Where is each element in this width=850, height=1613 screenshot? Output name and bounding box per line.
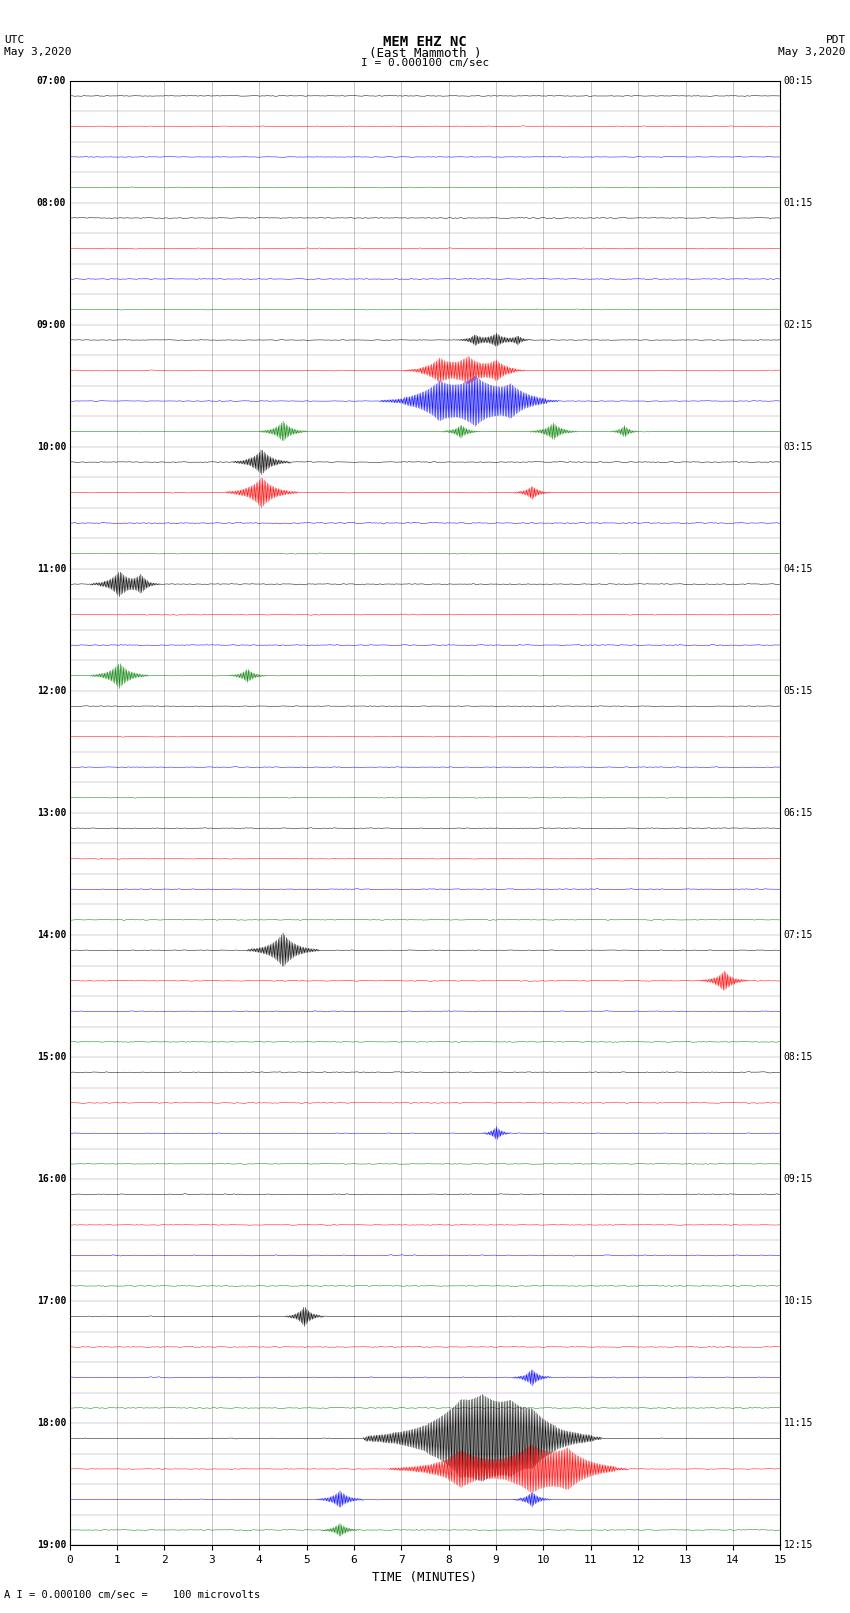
Text: 11:00: 11:00 <box>37 565 66 574</box>
Text: 12:15: 12:15 <box>784 1540 813 1550</box>
Text: 08:00: 08:00 <box>37 198 66 208</box>
Text: 10:15: 10:15 <box>784 1297 813 1307</box>
X-axis label: TIME (MINUTES): TIME (MINUTES) <box>372 1571 478 1584</box>
Text: 05:15: 05:15 <box>784 686 813 695</box>
Text: (East Mammoth ): (East Mammoth ) <box>369 47 481 60</box>
Text: 17:00: 17:00 <box>37 1297 66 1307</box>
Text: 08:15: 08:15 <box>784 1052 813 1061</box>
Text: A I = 0.000100 cm/sec =    100 microvolts: A I = 0.000100 cm/sec = 100 microvolts <box>4 1590 260 1600</box>
Text: 07:00: 07:00 <box>37 76 66 85</box>
Text: 15:00: 15:00 <box>37 1052 66 1061</box>
Text: 11:15: 11:15 <box>784 1418 813 1428</box>
Text: UTC: UTC <box>4 35 25 45</box>
Text: 02:15: 02:15 <box>784 319 813 329</box>
Text: 01:15: 01:15 <box>784 198 813 208</box>
Text: May 3,2020: May 3,2020 <box>779 47 846 56</box>
Text: 06:15: 06:15 <box>784 808 813 818</box>
Text: 16:00: 16:00 <box>37 1174 66 1184</box>
Text: 09:00: 09:00 <box>37 319 66 329</box>
Text: 03:15: 03:15 <box>784 442 813 452</box>
Text: 12:00: 12:00 <box>37 686 66 695</box>
Text: PDT: PDT <box>825 35 846 45</box>
Text: 00:15: 00:15 <box>784 76 813 85</box>
Text: 14:00: 14:00 <box>37 931 66 940</box>
Text: 13:00: 13:00 <box>37 808 66 818</box>
Text: 18:00: 18:00 <box>37 1418 66 1428</box>
Text: 09:15: 09:15 <box>784 1174 813 1184</box>
Text: 10:00: 10:00 <box>37 442 66 452</box>
Text: I = 0.000100 cm/sec: I = 0.000100 cm/sec <box>361 58 489 68</box>
Text: 19:00: 19:00 <box>37 1540 66 1550</box>
Text: May 3,2020: May 3,2020 <box>4 47 71 56</box>
Text: 04:15: 04:15 <box>784 565 813 574</box>
Text: 07:15: 07:15 <box>784 931 813 940</box>
Text: MEM EHZ NC: MEM EHZ NC <box>383 35 467 50</box>
